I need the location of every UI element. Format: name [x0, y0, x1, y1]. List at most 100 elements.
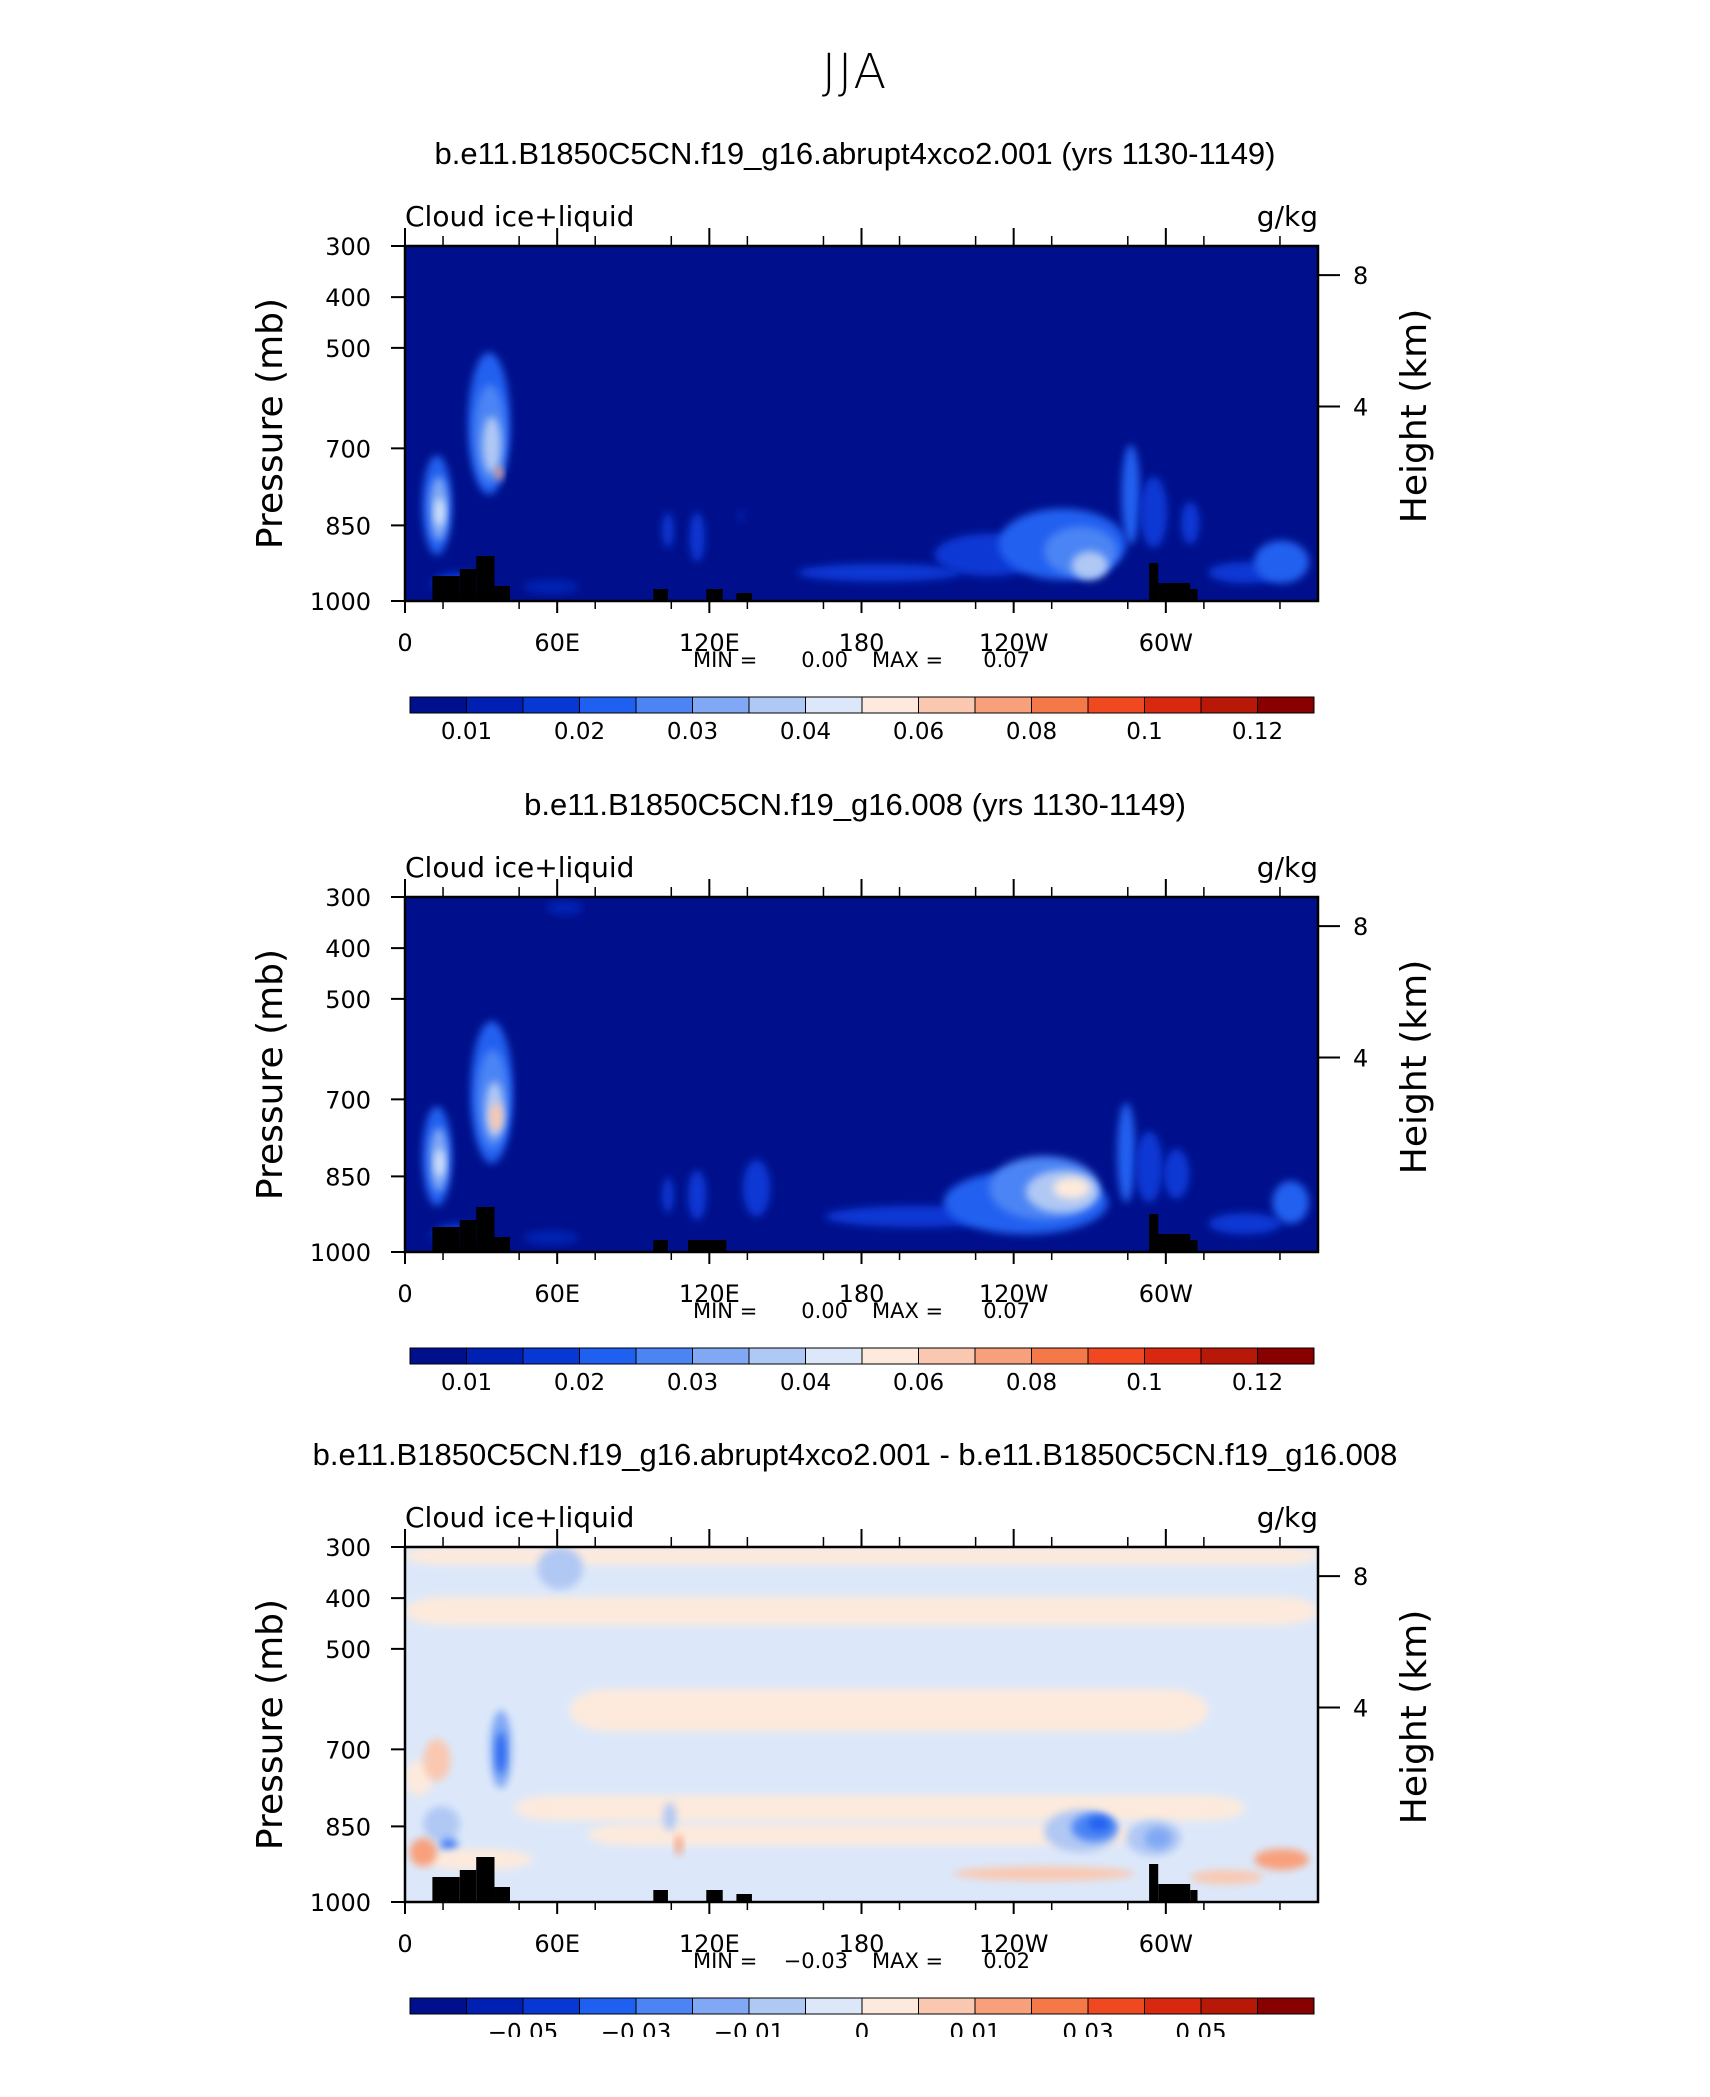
colorbar-cell: [692, 1347, 750, 1365]
colorbar-cell: [1257, 696, 1315, 714]
colorbar-cell: [579, 696, 637, 714]
contour-region: [435, 498, 445, 527]
variable-label: Cloud ice+liquid: [405, 200, 634, 233]
topography-mask: [1158, 583, 1191, 601]
topography-mask: [1190, 1240, 1198, 1252]
chart-svg: Cloud ice+liquid g/kg 0 60E 120E 180 120W 60W 30…: [250, 1501, 1435, 2037]
x-tick-label: 0: [397, 1930, 412, 1958]
page-title: JJA: [821, 44, 889, 100]
contour-region: [1272, 1181, 1309, 1224]
x-tick-label: 60W: [1139, 1930, 1193, 1958]
contour-region: [409, 1838, 437, 1867]
topography-mask: [736, 1894, 752, 1902]
colorbar-label: 0.12: [1232, 719, 1283, 745]
plot-background: [405, 897, 1318, 1252]
colorbar-cell: [974, 1997, 1032, 2015]
y-tick-label: 500: [325, 1636, 371, 1664]
contour-region: [662, 1177, 674, 1213]
y-tick-label: 300: [325, 1534, 371, 1562]
contour-region: [1121, 444, 1140, 545]
contour-region: [537, 1547, 584, 1590]
y-right-axis-title: Height (km): [1394, 960, 1435, 1174]
contour-region: [1135, 1131, 1163, 1203]
x-tick-label: 0: [397, 629, 412, 657]
max-value: 0.02: [983, 1949, 1030, 1973]
colorbar-cell: [918, 696, 976, 714]
colorbar-cell: [1257, 1347, 1315, 1365]
contour-region: [496, 1731, 506, 1775]
y-right-tick-label: 4: [1353, 1044, 1368, 1072]
colorbar-label: 0.06: [893, 719, 944, 745]
topography-mask: [706, 589, 723, 601]
y-tick-label: 700: [325, 1736, 371, 1764]
x-tick-label: 120E: [679, 1930, 740, 1958]
y-axis-title: Pressure (mb): [250, 1599, 291, 1850]
x-tick-label: 120E: [679, 1280, 740, 1308]
panel-2: b.e11.B1850C5CN.f19_g16.008 (yrs 1130-11…: [0, 787, 1710, 1447]
colorbar-cell: [748, 696, 806, 714]
colorbar-cell: [861, 1347, 919, 1365]
max-value: 0.07: [983, 1299, 1030, 1323]
y-tick-label: 1000: [310, 588, 371, 616]
contour-region: [439, 1838, 458, 1853]
y-tick-label: 500: [325, 335, 371, 363]
topography-mask: [432, 576, 460, 601]
colorbar-label: 0.03: [667, 1370, 718, 1396]
colorbar-cell: [861, 696, 919, 714]
x-tick-label: 180: [839, 1280, 885, 1308]
y-tick-label: 700: [325, 1086, 371, 1114]
contour-band: [569, 1689, 1209, 1732]
colorbar-cell: [1257, 1997, 1315, 2015]
min-label: MIN =: [693, 1949, 757, 1973]
colorbar-label: 0.03: [667, 719, 718, 745]
colorbar-cell: [748, 1347, 806, 1365]
topography-mask: [1149, 1214, 1159, 1252]
contour-field: [422, 352, 1309, 594]
topography-mask: [476, 1207, 495, 1252]
colorbar-label: 0.05: [1175, 2020, 1226, 2037]
topography-mask: [688, 1240, 727, 1252]
x-tick-label: 120E: [679, 629, 740, 657]
topography-mask: [1149, 563, 1159, 601]
colorbar-label: 0.12: [1232, 1370, 1283, 1396]
colorbar-cell: [409, 696, 467, 714]
units-label: g/kg: [1257, 851, 1318, 884]
panel-title: b.e11.B1850C5CN.f19_g16.abrupt4xco2.001 …: [312, 1437, 1398, 1472]
colorbar-cell: [522, 696, 580, 714]
contour-band: [405, 1596, 1318, 1626]
y-right-tick-label: 4: [1353, 393, 1368, 421]
min-label: MIN =: [693, 648, 757, 672]
colorbar-cell: [522, 1347, 580, 1365]
topography-mask: [653, 589, 668, 601]
colorbar-cell: [918, 1997, 976, 2015]
colorbar-cell: [805, 696, 863, 714]
topography-mask: [459, 1870, 477, 1902]
colorbar-cell: [409, 1997, 467, 2015]
min-value: −0.03: [784, 1949, 848, 1973]
y-right-tick-label: 8: [1353, 913, 1368, 941]
topography-mask: [1149, 1864, 1159, 1902]
contour-region: [1163, 1149, 1190, 1199]
colorbar-cell: [579, 1347, 637, 1365]
colorbar-cell: [522, 1997, 580, 2015]
y-right-axis-title: Height (km): [1394, 1610, 1435, 1824]
max-value: 0.07: [983, 648, 1030, 672]
colorbar-cell: [409, 1347, 467, 1365]
contour-region: [482, 416, 501, 474]
x-tick-label: 60E: [534, 1280, 580, 1308]
colorbar-cell: [918, 1347, 976, 1365]
contour-region: [1139, 476, 1168, 548]
colorbar-cell: [1031, 1997, 1089, 2015]
panel-title: b.e11.B1850C5CN.f19_g16.008 (yrs 1130-11…: [524, 787, 1186, 822]
topography-mask: [494, 586, 510, 601]
contour-region: [1190, 1870, 1264, 1885]
contour-region: [1053, 1177, 1090, 1199]
colorbar-cell: [1031, 1347, 1089, 1365]
colorbar-cell: [635, 1347, 693, 1365]
y-axis-title: Pressure (mb): [250, 298, 291, 549]
colorbar-label: 0.02: [554, 719, 605, 745]
units-label: g/kg: [1257, 1501, 1318, 1534]
colorbar-cell: [861, 1997, 919, 2015]
colorbar-label: 0.04: [780, 719, 831, 745]
y-tick-label: 700: [325, 435, 371, 463]
